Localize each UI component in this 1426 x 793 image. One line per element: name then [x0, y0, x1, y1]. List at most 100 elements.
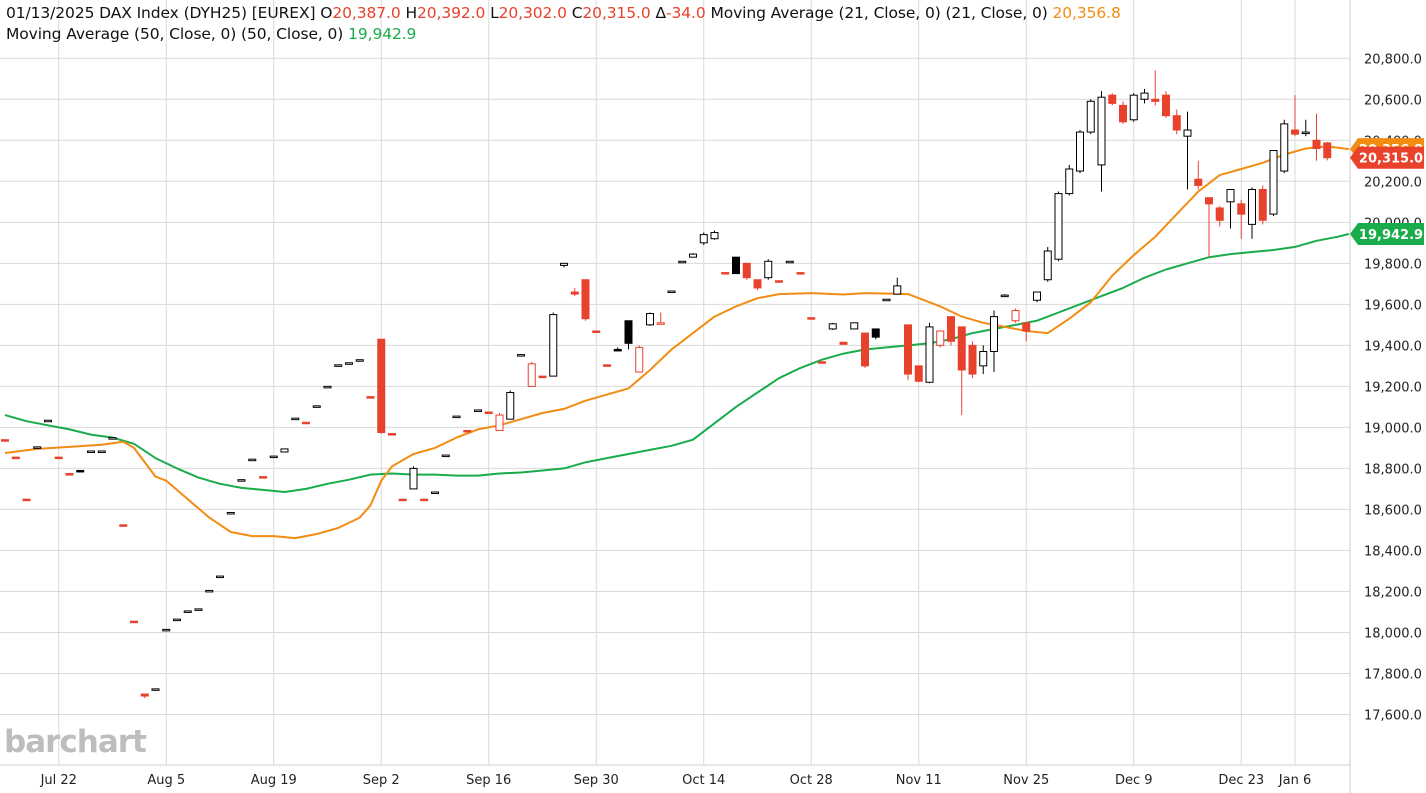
candle[interactable]	[979, 345, 988, 375]
candle[interactable]	[1076, 130, 1084, 174]
candle[interactable]	[345, 362, 353, 365]
candle[interactable]	[1205, 197, 1213, 258]
candle[interactable]	[302, 421, 310, 425]
candle[interactable]	[33, 446, 42, 449]
candle[interactable]	[1162, 91, 1170, 118]
candle[interactable]	[1140, 89, 1149, 104]
candle[interactable]	[613, 347, 622, 352]
candle[interactable]	[1065, 164, 1074, 196]
candle[interactable]	[1043, 246, 1052, 282]
candle[interactable]	[1226, 189, 1235, 229]
candle[interactable]	[1269, 150, 1278, 217]
candle[interactable]	[796, 272, 805, 275]
candle[interactable]	[366, 396, 375, 399]
candle[interactable]	[957, 326, 966, 416]
candle[interactable]	[431, 491, 439, 494]
candle[interactable]	[76, 469, 85, 473]
candle[interactable]	[280, 448, 289, 453]
candle[interactable]	[1, 439, 9, 442]
candle[interactable]	[259, 476, 267, 479]
candle[interactable]	[194, 608, 203, 611]
candle[interactable]	[581, 279, 590, 321]
candle[interactable]	[785, 260, 794, 264]
candle[interactable]	[560, 262, 568, 268]
candle[interactable]	[151, 688, 160, 691]
candle[interactable]	[753, 279, 762, 290]
candle[interactable]	[226, 511, 235, 515]
candle[interactable]	[1151, 70, 1160, 106]
candle[interactable]	[936, 330, 945, 348]
candle[interactable]	[1129, 93, 1138, 122]
ma21-name[interactable]: Moving Average (21, Close, 0)	[710, 4, 941, 22]
candle[interactable]	[818, 361, 826, 364]
candle[interactable]	[624, 320, 633, 350]
candle[interactable]	[871, 328, 880, 340]
candle[interactable]	[839, 341, 848, 345]
candle[interactable]	[87, 450, 95, 453]
candle[interactable]	[312, 405, 321, 408]
candle[interactable]	[882, 298, 891, 302]
candle[interactable]	[420, 498, 429, 502]
candle[interactable]	[183, 610, 192, 613]
candle[interactable]	[968, 341, 977, 379]
candle[interactable]	[1033, 291, 1041, 303]
candle[interactable]	[592, 330, 601, 334]
candle[interactable]	[1194, 160, 1203, 190]
candle[interactable]	[1215, 205, 1224, 227]
candle[interactable]	[904, 324, 912, 381]
candle[interactable]	[1280, 119, 1289, 174]
candle[interactable]	[162, 628, 171, 632]
candle[interactable]	[54, 456, 63, 460]
candle[interactable]	[1054, 191, 1063, 262]
candle[interactable]	[775, 280, 783, 283]
candle[interactable]	[108, 437, 117, 440]
candle[interactable]	[474, 409, 482, 412]
candle[interactable]	[861, 332, 869, 368]
candle[interactable]	[603, 364, 611, 367]
candle[interactable]	[452, 415, 461, 419]
candle[interactable]	[409, 466, 418, 490]
candle[interactable]	[388, 433, 396, 436]
candle[interactable]	[646, 312, 654, 326]
candle[interactable]	[689, 253, 697, 258]
candle[interactable]	[237, 479, 246, 482]
candle[interactable]	[807, 317, 816, 320]
candle[interactable]	[1097, 91, 1106, 192]
candle[interactable]	[1291, 95, 1299, 137]
candle[interactable]	[140, 693, 149, 699]
candle[interactable]	[323, 385, 332, 389]
candle[interactable]	[721, 272, 730, 275]
candle[interactable]	[549, 312, 558, 377]
candle[interactable]	[850, 322, 859, 330]
candle[interactable]	[398, 498, 407, 502]
candle[interactable]	[355, 359, 364, 362]
candle[interactable]	[710, 230, 719, 240]
candle[interactable]	[65, 473, 74, 476]
candle[interactable]	[742, 262, 751, 280]
candle[interactable]	[1312, 113, 1321, 161]
candle[interactable]	[44, 419, 52, 423]
ma50-name[interactable]: Moving Average (50, Close, 0)	[6, 25, 237, 43]
candle[interactable]	[635, 345, 644, 373]
candle[interactable]	[1119, 101, 1127, 124]
candle[interactable]	[893, 277, 902, 295]
candle[interactable]	[377, 338, 386, 434]
candle[interactable]	[517, 354, 525, 357]
candle[interactable]	[1301, 119, 1310, 137]
candle[interactable]	[947, 316, 955, 346]
candle[interactable]	[1172, 109, 1181, 135]
candle[interactable]	[1237, 199, 1246, 239]
candle[interactable]	[441, 454, 450, 458]
candle[interactable]	[495, 413, 504, 431]
candle[interactable]	[463, 429, 472, 433]
candle[interactable]	[173, 618, 181, 622]
candle[interactable]	[828, 322, 837, 330]
candle[interactable]	[667, 290, 676, 294]
candle[interactable]	[1323, 141, 1332, 161]
candle[interactable]	[990, 310, 998, 373]
candle[interactable]	[1248, 187, 1256, 239]
candle[interactable]	[678, 260, 687, 264]
candle[interactable]	[1183, 111, 1192, 190]
candle[interactable]	[205, 589, 214, 593]
